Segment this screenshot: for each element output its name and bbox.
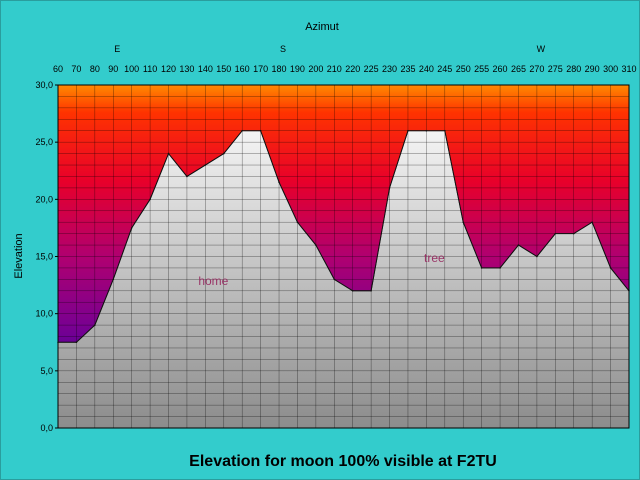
x-tick-label: 200: [308, 64, 323, 74]
x-tick-label: 310: [621, 64, 636, 74]
x-tick-label: 150: [216, 64, 231, 74]
x-tick-label: 160: [235, 64, 250, 74]
data-point: [204, 164, 207, 166]
y-axis-title: Elevation: [13, 233, 25, 278]
direction-label: E: [114, 44, 120, 54]
horizon-line: [58, 130, 630, 343]
data-point: [57, 341, 59, 344]
x-tick-labels: 60 70 80 90 100 110 120 130 140 150 160 170 180 190 20…: [53, 64, 637, 74]
y-tick-labels: 0,0 5,0 10,0 15,0 20,0 25,0 30,0: [35, 80, 58, 433]
x-tick-label: 280: [566, 64, 581, 74]
x-tick-label: 265: [511, 64, 526, 74]
x-tick-label: 100: [124, 64, 139, 74]
data-point: [333, 278, 336, 281]
y-tick-label: 0,0: [40, 423, 53, 433]
direction-label: W: [537, 44, 546, 54]
y-tick-label: 20,0: [35, 194, 53, 204]
data-point: [609, 267, 612, 269]
x-tick-label: 120: [161, 64, 176, 74]
data-point: [296, 221, 299, 223]
x-tick-label: 90: [108, 64, 118, 74]
annotation-label: home: [198, 274, 228, 288]
annotation-label: tree: [424, 251, 445, 265]
data-point: [351, 290, 354, 292]
data-point: [259, 129, 262, 132]
y-tick-label: 5,0: [40, 366, 53, 376]
data-point: [517, 244, 520, 246]
data-point: [315, 244, 317, 246]
data-point: [278, 181, 280, 183]
x-tick-label: 190: [290, 64, 305, 74]
x-tick-label: 140: [198, 64, 213, 74]
x-axis-title: Azimut: [305, 21, 339, 33]
data-point: [186, 175, 188, 178]
x-tick-label: 250: [456, 64, 471, 74]
data-point: [149, 198, 151, 201]
data-point: [554, 232, 557, 235]
data-point: [572, 232, 575, 235]
data-point: [94, 324, 96, 326]
x-tick-label: 210: [327, 64, 342, 74]
y-tick-label: 15,0: [35, 252, 53, 262]
data-point: [425, 129, 428, 132]
x-tick-label: 240: [419, 64, 434, 74]
y-tick-label: 25,0: [35, 137, 53, 147]
data-point: [591, 221, 593, 223]
data-point: [444, 129, 446, 132]
data-point: [75, 341, 78, 344]
x-tick-label: 260: [493, 64, 508, 74]
x-tick-label: 60: [53, 64, 63, 74]
data-point: [112, 278, 115, 281]
x-tick-label: 170: [253, 64, 268, 74]
data-point: [130, 227, 133, 229]
data-point: [536, 255, 538, 258]
x-tick-label: 235: [400, 64, 415, 74]
data-point: [628, 290, 630, 292]
data-point: [388, 187, 391, 189]
data-point: [241, 129, 243, 132]
x-tick-label: 80: [90, 64, 100, 74]
x-tick-label: 220: [345, 64, 360, 74]
x-tick-label: 300: [603, 64, 618, 74]
data-point: [499, 267, 501, 269]
annotations: home tree: [198, 251, 445, 288]
data-points: [57, 129, 630, 344]
y-tick-label: 10,0: [35, 309, 53, 319]
x-tick-label: 230: [382, 64, 397, 74]
x-tick-label: 255: [474, 64, 489, 74]
data-point: [167, 152, 170, 155]
x-tick-label: 245: [437, 64, 452, 74]
data-point: [407, 129, 409, 132]
data-point: [222, 152, 225, 155]
x-tick-label: 225: [364, 64, 379, 74]
x-tick-label: 270: [529, 64, 544, 74]
chart-title: Elevation for moon 100% visible at F2TU: [189, 453, 497, 470]
x-tick-label: 290: [585, 64, 600, 74]
data-point: [370, 290, 372, 292]
x-tick-label: 275: [548, 64, 563, 74]
x-tick-label: 130: [179, 64, 194, 74]
x-tick-label: 70: [71, 64, 81, 74]
data-point: [462, 221, 465, 223]
x-tick-label: 180: [272, 64, 287, 74]
direction-label: S: [280, 44, 286, 54]
data-point: [480, 267, 483, 269]
x-tick-label: 110: [143, 64, 157, 74]
y-tick-label: 30,0: [35, 80, 53, 90]
